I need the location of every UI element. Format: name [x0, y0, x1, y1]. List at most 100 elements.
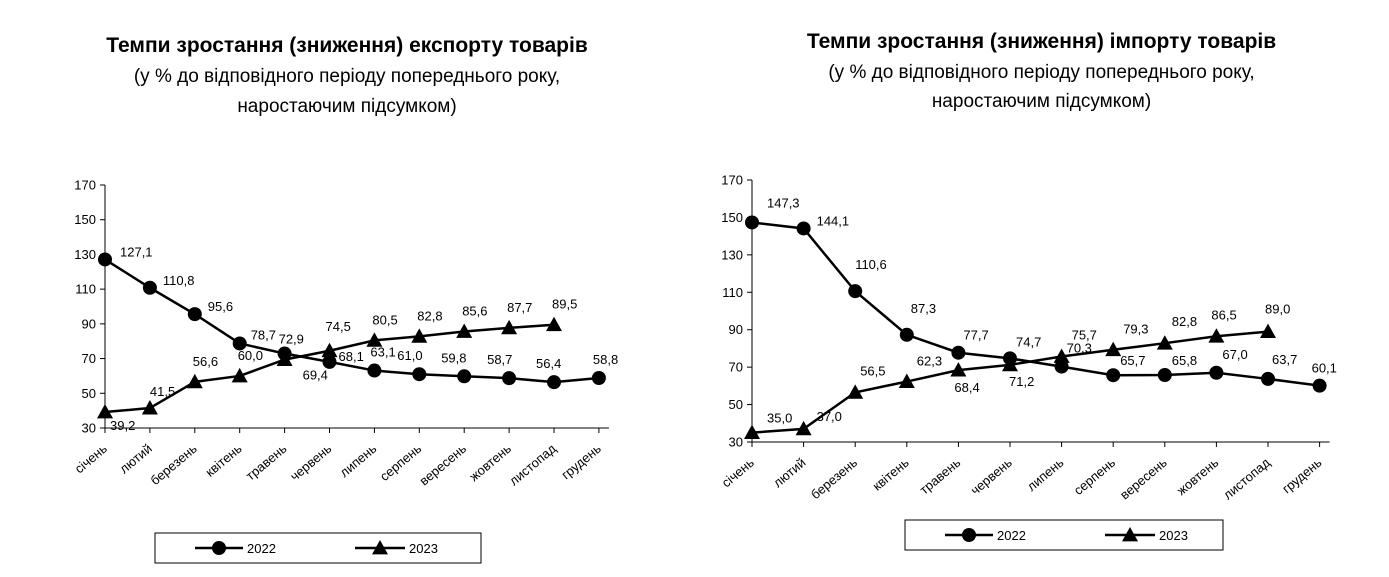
chart-title: Темпи зростання (зниження) експорту това… — [106, 34, 588, 57]
x-tick-label: грудень — [558, 441, 604, 483]
x-tick-label: січень — [72, 441, 110, 477]
data-point-2022 — [1106, 368, 1121, 383]
data-point-2022 — [98, 252, 112, 267]
data-label-2022: 110,6 — [855, 257, 887, 272]
x-tick-label: вересень — [1117, 455, 1170, 503]
x-tick-label: грудень — [1279, 455, 1325, 497]
import-line-chart: 30 50 70 90 110 130 150 170 січень лютий березень к… — [719, 173, 1337, 551]
data-label-2023: 89,5 — [552, 297, 577, 312]
legend-marker-2022 — [212, 541, 226, 555]
legend-marker-2023 — [1122, 527, 1138, 542]
y-tick-label: 170 — [74, 178, 96, 193]
data-label-2022: 63,1 — [370, 345, 395, 360]
x-tick-label: серпень — [1071, 455, 1118, 498]
chart-subtitle-line2: наростаючим підсумком) — [237, 96, 457, 117]
data-label-2023: 60,0 — [238, 348, 263, 363]
data-point-2022 — [187, 307, 202, 322]
data-label-2022: 77,7 — [963, 328, 988, 343]
data-point-2022 — [322, 354, 337, 369]
x-tick-label: листопад — [506, 441, 559, 489]
data-label-2023: 75,7 — [1072, 327, 1097, 342]
data-point-2023 — [1260, 323, 1276, 338]
legend-label-2023: 2023 — [409, 541, 438, 556]
data-label-2023: 56,5 — [860, 363, 885, 378]
legend-box — [904, 519, 1224, 551]
export-chart-panel: Темпи зростання (зниження) експорту това… — [0, 0, 694, 577]
data-label-2022: 95,6 — [208, 299, 233, 314]
y-tick-label: 130 — [74, 247, 96, 262]
data-label-2022: 56,4 — [536, 356, 561, 371]
data-point-2023 — [501, 319, 518, 335]
data-point-2022 — [1054, 359, 1069, 374]
data-label-2023: 41,5 — [150, 384, 175, 399]
data-point-2023 — [186, 373, 203, 389]
data-point-2023 — [321, 342, 338, 358]
x-tick-label: липень — [1024, 455, 1067, 494]
data-point-2023 — [795, 420, 812, 436]
data-label-2022: 74,7 — [1016, 334, 1041, 349]
data-label-2023: 89,0 — [1265, 302, 1290, 317]
import-chart-panel: Темпи зростання (зниження) імпорту товар… — [694, 0, 1389, 577]
x-tick-label: березень — [147, 441, 199, 488]
data-label-2023: 39,2 — [110, 418, 135, 433]
data-label-2023: 87,7 — [507, 300, 532, 315]
legend-label-2022: 2022 — [997, 528, 1026, 543]
data-point-2023 — [1208, 328, 1225, 343]
data-point-2023 — [546, 316, 562, 332]
data-label-2022: 65,8 — [1172, 353, 1197, 368]
y-tick-label: 110 — [75, 282, 96, 297]
data-label-2022: 58,8 — [593, 352, 618, 367]
x-tick-label: березень — [808, 455, 860, 502]
data-label-2023: 82,8 — [1172, 314, 1197, 329]
data-label-2022: 87,3 — [911, 301, 936, 316]
y-tick-label: 70 — [82, 351, 96, 366]
data-label-2023: 74,5 — [326, 319, 351, 334]
data-label-2023: 35,0 — [767, 411, 792, 426]
data-label-2023: 62,3 — [917, 354, 942, 369]
x-tick-label: квітень — [870, 455, 912, 494]
data-point-2022 — [502, 371, 517, 386]
y-tick-label: 50 — [729, 397, 743, 412]
x-tick-label: лютий — [116, 441, 154, 477]
x-tick-label: липень — [337, 441, 380, 480]
data-point-2023 — [97, 404, 113, 419]
data-point-2023 — [950, 362, 967, 377]
y-tick-label: 150 — [74, 212, 96, 227]
data-point-2022 — [1209, 365, 1224, 380]
data-point-2023 — [1156, 335, 1173, 350]
data-point-2023 — [1053, 348, 1070, 363]
series-line-2022 — [104, 258, 600, 384]
data-label-2022: 68,1 — [339, 349, 364, 364]
data-point-2022 — [848, 284, 863, 299]
data-point-2022 — [457, 369, 472, 384]
data-point-2022 — [1312, 378, 1327, 393]
data-label-2022: 67,0 — [1222, 347, 1247, 362]
y-tick-label: 90 — [82, 316, 96, 331]
x-tick-label: травень — [243, 441, 290, 484]
x-tick-label: травень — [917, 455, 964, 498]
y-tick-label: 30 — [82, 421, 96, 436]
data-label-2022: 58,7 — [487, 352, 512, 367]
x-tick-label: червень — [968, 455, 1015, 498]
data-label-2022: 65,7 — [1120, 353, 1145, 368]
data-point-2023 — [231, 367, 248, 383]
chart-subtitle-line1: (у % до відповідного періоду попередньог… — [133, 66, 561, 87]
data-label-2023: 80,5 — [372, 312, 397, 327]
x-tick-label: лютий — [770, 455, 808, 491]
data-label-2023: 68,4 — [954, 380, 979, 395]
data-label-2022: 60,1 — [1312, 361, 1337, 376]
data-label-2022: 110,8 — [163, 273, 195, 288]
y-tick-label: 110 — [722, 285, 743, 300]
data-label-2023: 82,8 — [417, 308, 442, 323]
data-point-2023 — [276, 351, 293, 367]
data-label-2023: 37,0 — [817, 409, 842, 424]
data-point-2022 — [142, 280, 157, 295]
data-label-2023: 71,2 — [1009, 374, 1034, 389]
x-tick-label: жовтень — [1174, 455, 1222, 498]
data-point-2023 — [366, 332, 383, 347]
data-point-2022 — [951, 345, 966, 360]
chart-subtitle-line1: (у % до відповідного періоду попередньог… — [828, 62, 1255, 83]
y-tick-label: 90 — [729, 322, 743, 337]
data-label-2023: 85,6 — [462, 303, 487, 318]
